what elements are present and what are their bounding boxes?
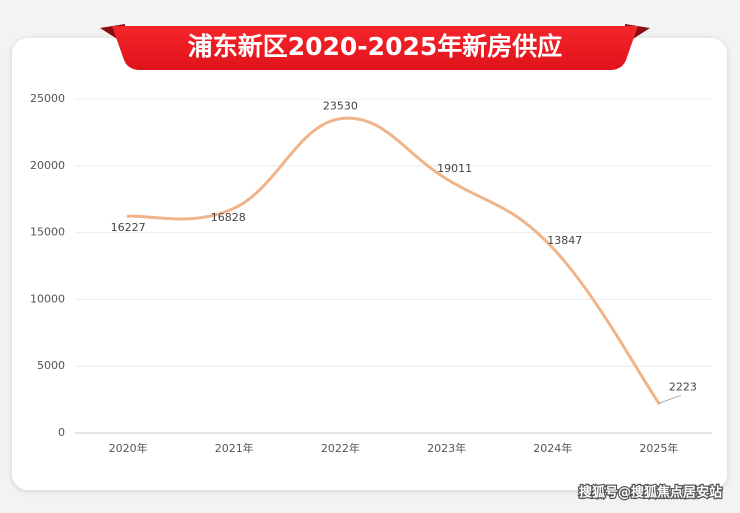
x-tick-label: 2023年 bbox=[427, 441, 466, 455]
x-tick-label: 2022年 bbox=[321, 441, 360, 455]
y-tick-label: 15000 bbox=[30, 226, 65, 239]
line bbox=[126, 116, 661, 405]
x-tick-label: 2024年 bbox=[533, 441, 572, 455]
y-tick-label: 20000 bbox=[30, 159, 65, 172]
data-label: 2223 bbox=[669, 380, 697, 393]
data-label: 16828 bbox=[211, 211, 246, 224]
y-tick-label: 25000 bbox=[30, 92, 65, 105]
watermark: 搜狐号@搜狐焦点居安站 bbox=[579, 485, 722, 501]
x-tick-label: 2025年 bbox=[639, 441, 678, 455]
y-tick-label: 0 bbox=[58, 426, 65, 439]
y-tick-label: 5000 bbox=[37, 359, 65, 372]
data-label: 16227 bbox=[111, 221, 146, 234]
y-tick-label: 10000 bbox=[30, 292, 65, 305]
data-label: 13847 bbox=[547, 234, 582, 247]
title-banner bbox=[112, 26, 638, 70]
data-label: 19011 bbox=[437, 162, 472, 175]
x-tick-label: 2021年 bbox=[215, 441, 254, 455]
leader-line bbox=[658, 394, 682, 404]
card bbox=[12, 38, 727, 490]
data-label: 23530 bbox=[323, 100, 358, 113]
plot-area: 0 5000 10000 15000 20000 25000 2020年 2021年 2022年… bbox=[30, 92, 712, 455]
x-tick-label: 2020年 bbox=[109, 441, 148, 455]
chart-title: 浦东新区2020-2025年新房供应 bbox=[188, 32, 563, 61]
